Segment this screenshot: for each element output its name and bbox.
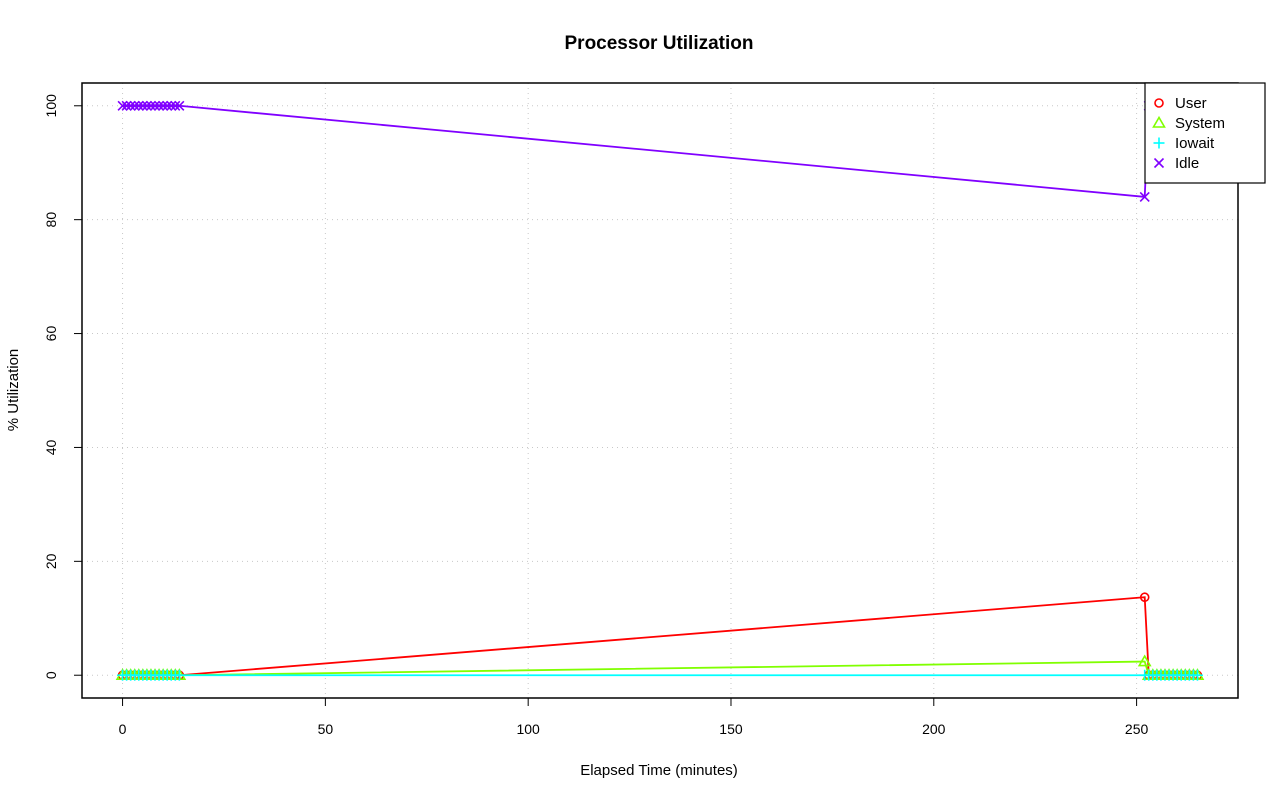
data-point-idle (154, 100, 165, 111)
legend-box (1144, 82, 1266, 184)
data-point-idle (133, 100, 144, 111)
y-tick-label: 0 (43, 671, 59, 679)
data-point-idle (125, 100, 136, 111)
y-tick-label: 100 (43, 94, 59, 118)
legend: User System Iowait Idle (1144, 82, 1266, 184)
legend-marker-user (1154, 98, 1164, 108)
chart-title: Processor Utilization (565, 33, 754, 54)
legend-marker-iowait (1153, 137, 1165, 149)
data-point-idle (162, 100, 173, 111)
series-idle (117, 100, 1203, 202)
legend-marker-idle (1153, 157, 1165, 169)
data-point-idle (117, 100, 128, 111)
y-tick-label: 40 (43, 439, 59, 455)
grid-lines (82, 83, 1238, 698)
data-point-idle (170, 100, 181, 111)
legend-marker-system (1152, 115, 1166, 128)
data-series (115, 100, 1205, 681)
y-axis-label: % Utilization (5, 349, 22, 432)
data-point-idle (137, 100, 148, 111)
x-tick-label: 200 (922, 721, 946, 737)
y-tick-label: 20 (43, 553, 59, 569)
x-axis-label: Elapsed Time (minutes) (580, 762, 738, 779)
series-user (117, 592, 1203, 681)
legend-label-iowait: Iowait (1175, 135, 1215, 152)
data-point-idle (174, 100, 185, 111)
y-tick-label: 80 (43, 212, 59, 228)
data-point-idle (166, 100, 177, 111)
data-point-iowait (173, 669, 185, 681)
series-line-idle (122, 104, 1198, 198)
data-point-idle (129, 100, 140, 111)
data-point-system (1137, 654, 1152, 667)
data-point-idle (1139, 191, 1150, 202)
data-point-idle (141, 100, 152, 111)
data-point-idle (149, 100, 161, 111)
data-point-idle (145, 100, 157, 111)
data-point-iowait (1191, 669, 1203, 681)
x-tick-label: 150 (719, 721, 743, 737)
series-iowait (117, 669, 1203, 681)
legend-label-idle: Idle (1175, 155, 1199, 172)
x-tick-label: 250 (1125, 721, 1149, 737)
y-tick-label: 60 (43, 326, 59, 342)
legend-label-system: System (1175, 115, 1225, 132)
x-tick-label: 50 (318, 721, 334, 737)
data-point-idle (158, 100, 169, 111)
series-line-system (122, 660, 1198, 677)
plot-frame (81, 82, 1239, 699)
legend-label-user: User (1175, 95, 1207, 112)
x-tick-label: 100 (516, 721, 540, 737)
x-tick-label: 0 (119, 721, 127, 737)
data-point-user (1139, 592, 1150, 603)
data-point-idle (121, 100, 132, 111)
axes: 0 50 100 150 200 250 0 20 40 60 80 100 (43, 94, 1148, 737)
